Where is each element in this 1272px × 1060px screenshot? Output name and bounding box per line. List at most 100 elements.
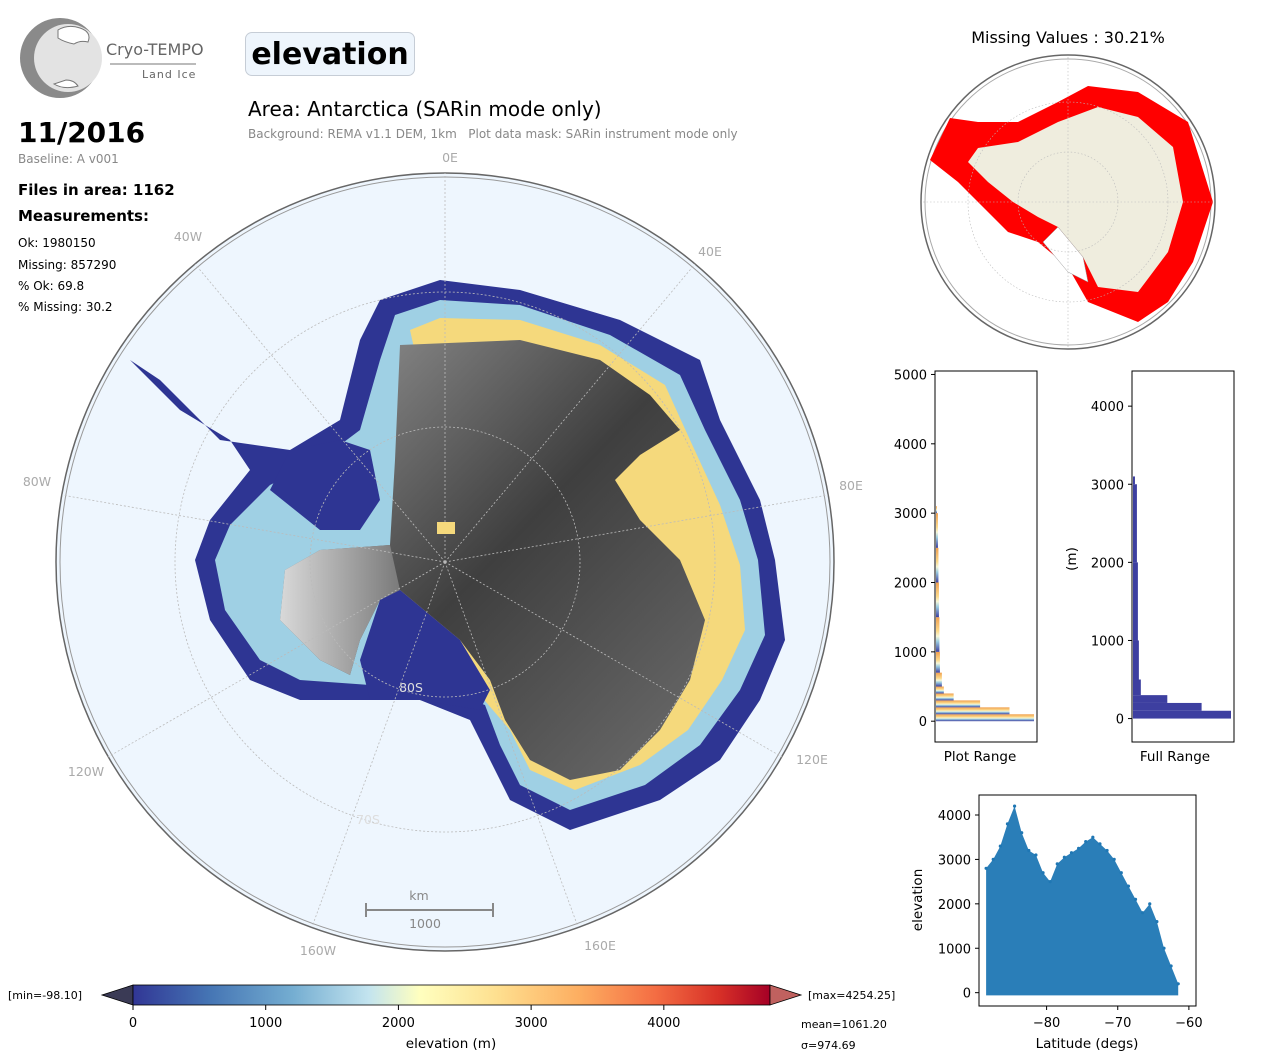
- scatter-point: [1169, 964, 1173, 968]
- scatter-ytick-label: 2000: [938, 898, 971, 913]
- colorbar-tick-label: 4000: [647, 1016, 680, 1031]
- missing-map: [920, 54, 1216, 350]
- hist1-bars: [936, 506, 1034, 722]
- scatter-point: [991, 857, 995, 862]
- area-title: Area: Antarctica (SARin mode only): [248, 97, 602, 121]
- hist-bar: [936, 506, 937, 514]
- dem-interior: [280, 340, 705, 780]
- lon-label: 40W: [174, 229, 202, 244]
- hist1-xlabel: Plot Range: [944, 749, 1017, 765]
- hist2-bars: [1133, 476, 1231, 719]
- colorbar-sigma: σ=974.69: [801, 1039, 856, 1052]
- scatter-point: [1012, 804, 1017, 808]
- lon-label: 120W: [68, 764, 104, 779]
- hist-bar: [936, 686, 944, 694]
- missing-land: [968, 107, 1183, 292]
- scatter-point: [1034, 853, 1038, 857]
- ross-sea: [360, 590, 490, 710]
- colorbar-label: elevation (m): [406, 1036, 496, 1052]
- scatter-point: [1041, 871, 1045, 875]
- scatter-point: [1077, 846, 1081, 850]
- colorbar-gradient: [132, 984, 771, 1006]
- scatter-xtick-label: −70: [1104, 1016, 1131, 1031]
- hist-bar: [936, 582, 939, 618]
- hist-bar: [936, 707, 1010, 715]
- hist-bar: [1133, 695, 1168, 703]
- scatter-point: [1005, 822, 1010, 826]
- missing-map-title: Missing Values : 30.21%: [971, 28, 1165, 47]
- scatter-point: [1141, 911, 1145, 915]
- colorbar-max-arrow: [769, 984, 803, 1006]
- hist-tick-label: 3000: [894, 507, 927, 522]
- scatter-point: [1062, 855, 1066, 859]
- lon-label: 80E: [839, 478, 863, 493]
- scatter-point: [1055, 862, 1059, 866]
- stat-pct-missing: % Missing: 30.2: [18, 300, 113, 314]
- hist-tick-label: 0: [1116, 713, 1124, 728]
- colorbar-mean: mean=1061.20: [801, 1018, 887, 1031]
- colorbar-min-label: [min=-98.10]: [8, 989, 82, 1002]
- logo-sub: Land Ice: [142, 68, 197, 81]
- hist-tick-label: 1000: [1091, 634, 1124, 649]
- lon-label: 120E: [796, 752, 828, 767]
- graticule: [61, 173, 829, 928]
- scatter-ytick-label: 1000: [938, 942, 971, 957]
- colorbar-tick-label: 1000: [249, 1016, 282, 1031]
- parameter-title: elevation: [245, 32, 415, 76]
- lon-label: 160W: [300, 943, 336, 958]
- colorbar: 0 1000 2000 3000 4000 [min=-98.10] [max=4254…: [8, 984, 895, 1052]
- hist-bar: [936, 513, 938, 548]
- pole-marker: [437, 522, 455, 534]
- scatter-plot: 0 1000 2000 3000 4000 −80 −70 −60 Latitude (deg…: [910, 794, 1203, 1052]
- scatter-xtick-label: −60: [1175, 1016, 1202, 1031]
- hist-bar: [1133, 710, 1231, 719]
- scatter-point: [998, 844, 1002, 848]
- scatter-marks: [984, 804, 1180, 996]
- colorbar-ticks: 0 1000 2000 3000 4000: [129, 1005, 680, 1031]
- scatter-point: [1091, 835, 1095, 839]
- missing-ross: [1042, 226, 1089, 283]
- date-label: 11/2016: [18, 116, 146, 149]
- scatter-ylabel: elevation: [910, 869, 926, 931]
- scatter-point: [1162, 946, 1166, 950]
- lat-label: 70S: [356, 812, 380, 827]
- weddell-sea: [270, 440, 380, 530]
- hist-full-range: 0 1000 2000 3000 4000 (m) Full Range: [1064, 370, 1235, 765]
- stat-pct-ok: % Ok: 69.8: [18, 279, 85, 293]
- scatter-xlabel: Latitude (degs): [1036, 1036, 1139, 1052]
- colorbar-tick-label: 0: [129, 1016, 137, 1031]
- files-in-area: Files in area: 1162: [18, 181, 175, 199]
- hist-bar: [1133, 679, 1141, 696]
- hist-tick-label: 4000: [1091, 400, 1124, 415]
- hist-bar: [936, 617, 940, 652]
- hist-bar: [1133, 484, 1137, 563]
- hist2-ylabel: (m): [1064, 547, 1080, 571]
- missing-graticule: [923, 57, 1213, 347]
- colorbar-max-label: [max=4254.25]: [808, 989, 895, 1002]
- scatter-point: [1133, 897, 1138, 901]
- scatter-point: [1048, 880, 1052, 884]
- scatter-point: [1148, 902, 1152, 906]
- baseline-label: Baseline: A v001: [18, 152, 119, 166]
- hist2-ticks: 0 1000 2000 3000 4000: [1091, 400, 1132, 728]
- lat-labels: 80S 70S: [356, 680, 423, 827]
- lon-label: 160E: [584, 938, 616, 953]
- dem-west: [280, 545, 400, 675]
- hist-bar: [1133, 702, 1202, 711]
- hist-bar: [936, 700, 981, 708]
- hist1-ticks: 0 1000 2000 3000 4000 5000: [894, 368, 935, 730]
- scatter-point: [1176, 982, 1180, 986]
- scatter-point: [984, 866, 988, 870]
- hist-bar: [1133, 476, 1135, 485]
- scatter-point: [1112, 857, 1116, 862]
- hist-bar: [1133, 562, 1138, 641]
- measurements-heading: Measurements:: [18, 207, 149, 225]
- scatter-ytick-label: 0: [963, 987, 971, 1002]
- lon-label: 40E: [698, 244, 722, 259]
- hist-tick-label: 3000: [1091, 478, 1124, 493]
- scatter-point: [1084, 840, 1088, 844]
- logo: Cryo-TEMPO Land Ice: [18, 16, 208, 100]
- scatter-ticks: 0 1000 2000 3000 4000 −80 −70 −60: [938, 809, 1203, 1031]
- scatter-point: [1126, 884, 1131, 888]
- background-note: Background: REMA v1.1 DEM, 1km Plot data…: [248, 127, 738, 141]
